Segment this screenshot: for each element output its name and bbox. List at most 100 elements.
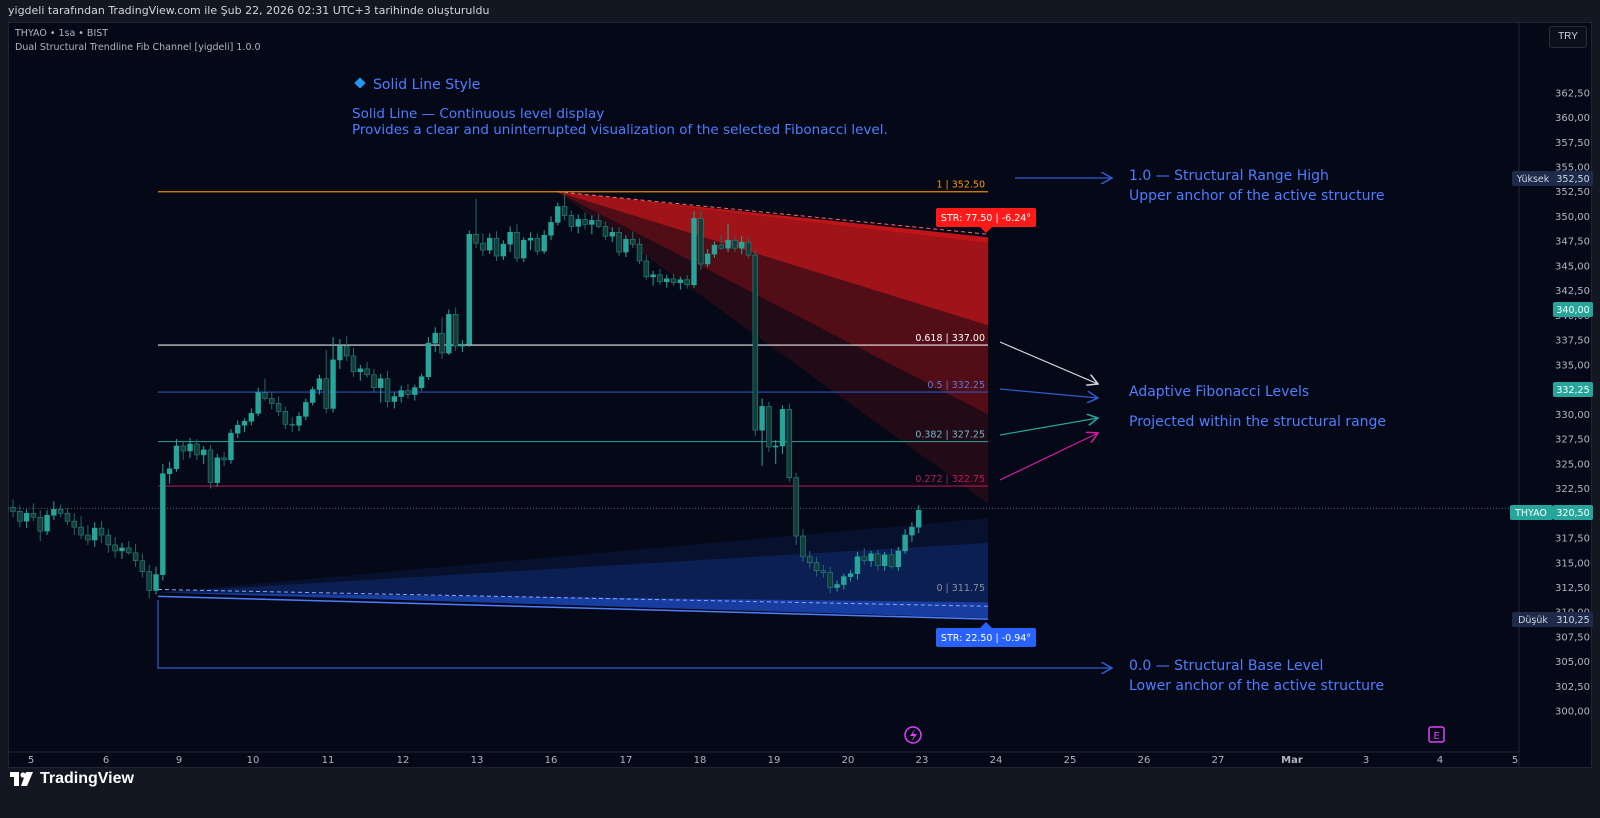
time-tick-label: 26 <box>1138 755 1151 766</box>
blue-fan-core <box>158 592 988 619</box>
price-tick-label: 350,00 <box>1555 212 1590 223</box>
candle-body <box>139 560 146 572</box>
candle-body <box>241 420 248 426</box>
earnings-icon[interactable]: E <box>1428 726 1445 743</box>
time-tick-label: 11 <box>322 755 335 766</box>
candle-body <box>132 552 139 562</box>
candle-body <box>337 345 343 361</box>
tradingview-logo[interactable]: TradingView <box>10 768 134 790</box>
price-tick-label: 362,50 <box>1555 88 1590 99</box>
time-tick-label: 10 <box>247 755 260 766</box>
candle-body <box>602 226 609 237</box>
blue-fan-outer <box>158 518 988 619</box>
tradingview-logo-text: TradingView <box>40 770 134 787</box>
candle-body <box>371 374 377 388</box>
time-tick-label: 24 <box>990 755 1003 766</box>
time-tick-label: 19 <box>768 755 781 766</box>
svg-text:340,00: 340,00 <box>1556 305 1589 316</box>
candle-body <box>323 378 329 409</box>
candle-body <box>221 457 227 461</box>
time-axis[interactable]: 5 6 9 10 11 12 13 16 17 18 19 20 23 24 25 26 27 Mar 3 4 5 <box>28 755 1518 766</box>
candle-body <box>112 544 118 552</box>
candle-body <box>255 392 261 414</box>
candle-body <box>745 241 752 256</box>
candle-body <box>868 553 874 562</box>
candle-body <box>119 547 125 552</box>
time-tick-label: 20 <box>842 755 855 766</box>
structural-channel-fans <box>157 191 989 620</box>
candlestick-series[interactable] <box>10 191 922 599</box>
price-tick-label: 355,00 <box>1555 162 1590 173</box>
candle-body <box>698 218 704 265</box>
red-fan-outer <box>557 191 988 504</box>
fib-level-label: 0.382 | 327.25 <box>915 430 985 441</box>
time-tick-label: Mar <box>1281 755 1303 766</box>
candle-body <box>160 473 166 575</box>
candle-body <box>289 423 295 426</box>
candle-body <box>269 398 275 404</box>
candle-body <box>384 378 391 402</box>
candle-body <box>452 314 459 347</box>
candle-body <box>432 332 438 344</box>
time-tick-label: 27 <box>1212 755 1225 766</box>
blue-base-line <box>157 595 989 620</box>
style-line-1: Solid Line — Continuous level display <box>352 106 604 122</box>
candle-body <box>643 260 650 278</box>
candle-body <box>446 314 452 354</box>
candle-body <box>303 402 309 417</box>
high-annotation: 1.0 — Structural Range High Upper anchor… <box>1129 168 1385 204</box>
candle-body <box>902 534 908 552</box>
candle-body <box>704 253 711 265</box>
time-tick-label: 5 <box>28 755 34 766</box>
candle-body <box>589 220 595 225</box>
candle-body <box>800 535 806 558</box>
price-tick-label: 337,50 <box>1555 336 1590 347</box>
candle-body <box>677 279 684 284</box>
time-tick-label: 17 <box>620 755 633 766</box>
currency-button[interactable]: TRY <box>1549 26 1587 48</box>
candle-body <box>595 220 602 227</box>
candle-body <box>378 378 384 388</box>
candle-body <box>609 231 615 237</box>
indicator-header[interactable]: Dual Structural Trendline Fib Channel [y… <box>15 42 261 53</box>
candle-body <box>51 509 57 516</box>
candle-body <box>364 368 370 376</box>
price-tick-label: 347,50 <box>1555 237 1590 248</box>
fib-05-arrow <box>999 388 1098 398</box>
candle-body <box>418 376 425 388</box>
candle-body <box>718 244 724 249</box>
candle-body <box>881 554 888 567</box>
candle-body <box>561 206 568 216</box>
candle-body <box>847 573 854 577</box>
style-annotation: Solid Line Style Solid Line — Continuous… <box>352 77 888 138</box>
time-tick-label: 5 <box>1512 755 1518 766</box>
svg-text:THYAO: THYAO <box>1514 508 1547 519</box>
publish-caption: yigdeli tarafından TradingView.com ile Ş… <box>8 4 490 17</box>
candle-body <box>126 547 132 554</box>
price-tick-label: 330,00 <box>1555 410 1590 421</box>
candle-body <box>262 392 268 399</box>
price-tick-label: 335,00 <box>1555 360 1590 371</box>
base-level-bracket <box>157 600 1112 668</box>
fib-level-label: 0.272 | 322.75 <box>915 474 985 485</box>
candle-body <box>180 445 186 452</box>
time-tick-label: 13 <box>471 755 484 766</box>
high-subtitle: Upper anchor of the active structure <box>1129 188 1385 204</box>
red-fan-core <box>557 191 988 244</box>
blue-trendline <box>157 588 989 607</box>
candle-body <box>888 554 895 568</box>
base-subtitle: Lower anchor of the active structure <box>1129 678 1384 694</box>
current-price-tag: THYAO 320,50 <box>1510 505 1593 520</box>
candle-body <box>235 424 241 434</box>
fib-level-label: 0.5 | 332.25 <box>927 380 985 391</box>
lightning-icon[interactable] <box>904 726 922 744</box>
candle-body <box>779 409 786 447</box>
price-tick-label: 322,50 <box>1555 484 1590 495</box>
fib-level-label: 1 | 352.50 <box>936 180 985 191</box>
candle-body <box>146 571 152 591</box>
symbol-header[interactable]: THYAO • 1sa • BIST <box>15 28 109 39</box>
candle-body <box>500 243 507 257</box>
candle-body <box>23 512 30 522</box>
time-tick-label: 23 <box>916 755 929 766</box>
